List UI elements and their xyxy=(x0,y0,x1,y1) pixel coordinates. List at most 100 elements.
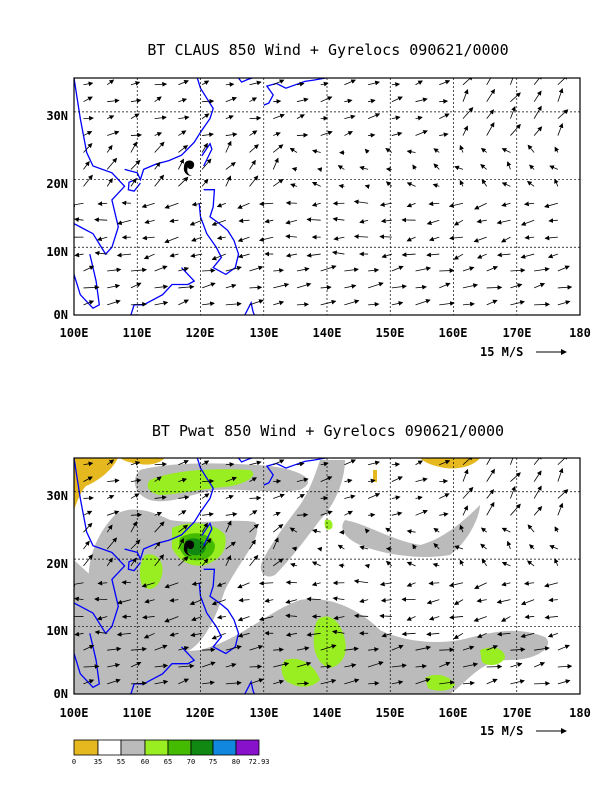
wind-vector xyxy=(381,632,392,638)
wind-vector xyxy=(202,98,215,104)
wind-vector xyxy=(533,470,542,482)
wind-vector xyxy=(391,82,401,87)
colorbar-label: 65 xyxy=(164,758,172,766)
wind-vector xyxy=(462,266,475,272)
wind-vector xyxy=(320,461,329,467)
wind-vector xyxy=(94,250,108,256)
wind-vector xyxy=(191,236,203,242)
wind-vector xyxy=(379,234,392,240)
x-tick-label: 120E xyxy=(186,706,215,720)
coastline-segment xyxy=(244,300,255,315)
wind-vector xyxy=(107,646,122,652)
wind-vector xyxy=(106,537,118,550)
wind-vector xyxy=(202,478,215,484)
wind-vector xyxy=(533,662,546,668)
wind-vector xyxy=(154,521,165,533)
wind-vector xyxy=(368,680,380,686)
wind-vector xyxy=(548,597,558,603)
wind-vector xyxy=(107,283,121,289)
wind-vector xyxy=(557,644,570,651)
x-tick-label: 170E xyxy=(503,326,532,340)
wind-vector xyxy=(201,282,216,289)
x-tick-label: 160E xyxy=(439,326,468,340)
wind-vector xyxy=(285,219,298,225)
wind-vector xyxy=(524,235,535,240)
wind-vector xyxy=(107,115,115,120)
wind-vector xyxy=(273,459,285,466)
x-tick-label: 140E xyxy=(313,706,342,720)
wind-vector xyxy=(74,631,84,637)
wind-vector xyxy=(144,219,155,225)
wind-vector xyxy=(415,130,428,136)
wind-vector xyxy=(178,130,187,136)
colorbar-label: 80 xyxy=(232,758,240,766)
wind-vector xyxy=(439,493,450,499)
wind-vector xyxy=(178,524,189,533)
wind-vector xyxy=(83,461,94,467)
wind-vector xyxy=(130,113,140,119)
wind-vector xyxy=(415,495,423,501)
wind-vector xyxy=(154,644,168,651)
wind-vector xyxy=(225,476,237,482)
x-tick-label: 130E xyxy=(250,326,279,340)
wind-vector xyxy=(462,125,468,136)
wind-vector xyxy=(448,202,464,208)
wind-vector xyxy=(332,216,345,222)
x-tick-label: 160E xyxy=(439,706,468,720)
wind-vector xyxy=(83,510,93,516)
map-frame xyxy=(73,457,581,695)
wind-vector xyxy=(249,80,262,86)
wind-vector xyxy=(96,615,108,621)
wind-vector xyxy=(557,467,564,482)
wind-vector xyxy=(285,632,298,637)
wind-vector xyxy=(320,495,329,501)
wind-vector xyxy=(462,486,474,499)
wind-vector xyxy=(264,218,274,224)
y-axis: 0N 10N 20N 30N xyxy=(46,109,68,322)
colorbar-label: 35 xyxy=(94,758,102,766)
wind-vector xyxy=(96,236,108,242)
wind-vector xyxy=(83,81,94,87)
coastline-segment xyxy=(127,178,141,192)
wind-vector xyxy=(412,164,417,170)
wind-vector xyxy=(557,78,569,86)
wind-vector xyxy=(285,252,298,258)
wind-vector xyxy=(353,199,369,205)
wind-vector xyxy=(130,98,142,104)
coastline-segment xyxy=(130,267,196,315)
wind-vector xyxy=(154,141,165,153)
wind-vector xyxy=(401,252,416,258)
wind-vector xyxy=(291,166,298,172)
wind-vector xyxy=(367,282,384,289)
wind-vector xyxy=(533,506,543,516)
wind-vector xyxy=(144,598,155,604)
wind-vector xyxy=(216,235,226,241)
wind-vector xyxy=(368,512,376,518)
wind-vector xyxy=(510,662,523,668)
wind-vector xyxy=(201,538,212,550)
wind-vector xyxy=(264,598,274,603)
wind-vector xyxy=(426,599,440,605)
wind-vector xyxy=(486,78,494,85)
wind-vector xyxy=(554,146,560,153)
coastline-segment xyxy=(198,568,240,655)
wind-vector xyxy=(273,679,285,685)
wind-vector xyxy=(130,177,137,187)
wind-vector xyxy=(473,236,487,243)
y-tick-label: 20N xyxy=(46,177,68,191)
colorbar-label: 75 xyxy=(209,758,217,766)
wind-vector xyxy=(486,88,495,102)
colorbar-swatch xyxy=(167,739,192,756)
wind-vector xyxy=(154,132,163,137)
wind-vector xyxy=(225,301,242,307)
wind-vector xyxy=(359,545,369,551)
wind-vector xyxy=(332,596,345,602)
y-tick-label: 0N xyxy=(54,308,68,322)
wind-vector xyxy=(249,159,256,170)
coastline-segment xyxy=(130,646,196,694)
wind-vector xyxy=(391,462,401,467)
wind-vector xyxy=(201,460,210,466)
wind-vector xyxy=(178,284,195,290)
wind-vector xyxy=(107,478,120,484)
y-tick-label: 30N xyxy=(46,109,68,123)
